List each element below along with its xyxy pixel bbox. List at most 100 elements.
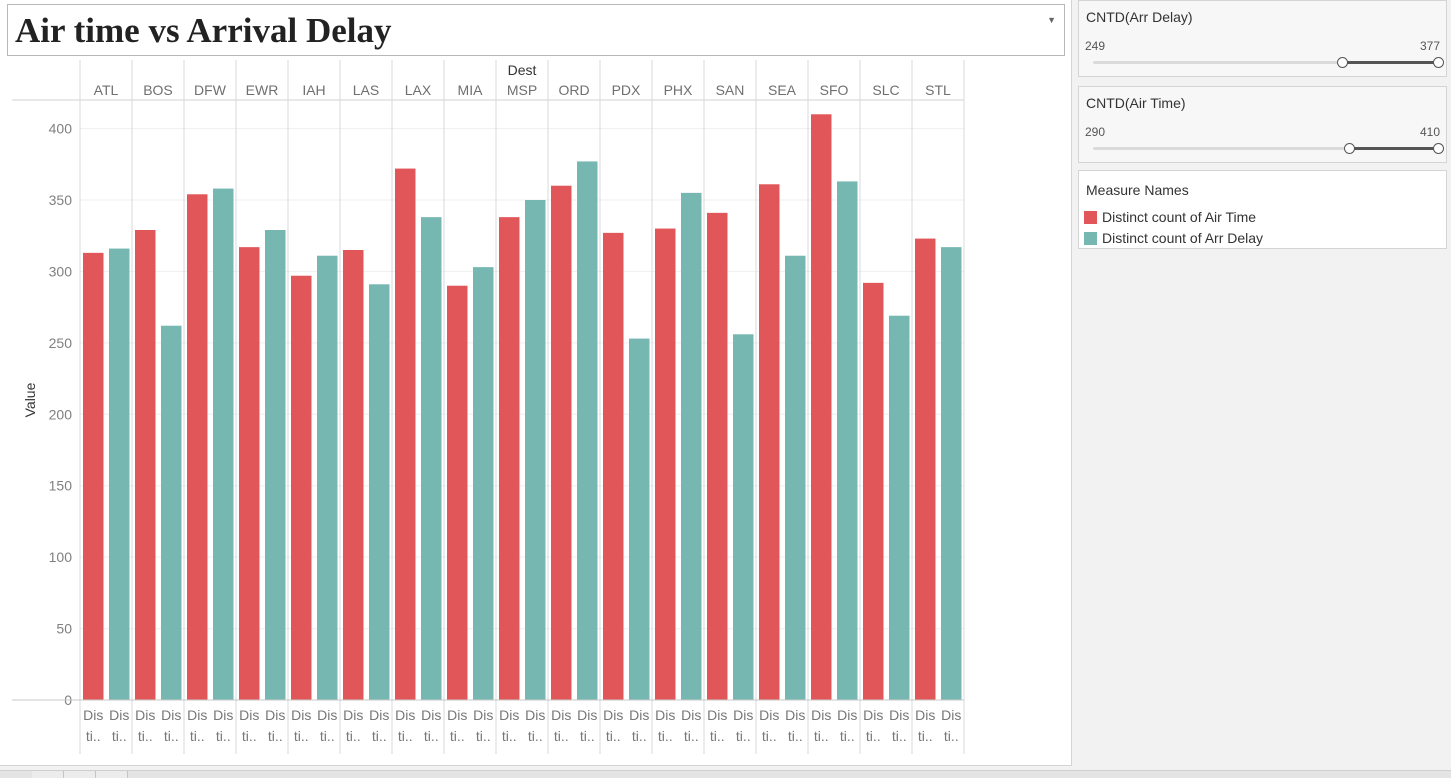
- column-header-label: ATL: [94, 82, 119, 98]
- x-tick-label: Dis: [837, 707, 857, 723]
- bar-air-time-las: [343, 250, 364, 700]
- x-tick-label: Dis: [317, 707, 337, 723]
- bar-air-time-phx: [655, 228, 676, 701]
- range-slider-min-handle[interactable]: [1344, 143, 1356, 154]
- bar-air-time-msp: [499, 217, 520, 700]
- sheet-tab[interactable]: [32, 771, 64, 778]
- x-tick-label: ti..: [190, 728, 205, 744]
- x-tick-label: Dis: [343, 707, 363, 723]
- x-tick-label: ti..: [580, 728, 595, 744]
- bar-air-time-pdx: [603, 232, 624, 700]
- x-tick-label: Dis: [473, 707, 493, 723]
- x-tick-label: ti..: [450, 728, 465, 744]
- x-tick-label: Dis: [83, 707, 103, 723]
- bar-air-time-dfw: [187, 194, 208, 701]
- x-tick-label: Dis: [213, 707, 233, 723]
- x-tick-label: Dis: [369, 707, 389, 723]
- chart-panel: Air time vs Arrival Delay ▼ Dest 0 50 100 15…: [0, 0, 1072, 766]
- sheet-tab[interactable]: [64, 771, 96, 778]
- range-max-value: 410: [1419, 125, 1440, 139]
- column-header-label: EWR: [246, 82, 279, 98]
- x-tick-label: ti..: [372, 728, 387, 744]
- bar-air-time-sfo: [811, 114, 832, 701]
- x-tick-label: Dis: [135, 707, 155, 723]
- x-tick-label: ti..: [892, 728, 907, 744]
- sheet-tab-bar: [0, 770, 1451, 778]
- y-tick-label: 300: [49, 263, 73, 279]
- filter-air-time: CNTD(Air Time) 290 410: [1078, 86, 1447, 163]
- bar-arr-delay-slc: [889, 315, 910, 700]
- y-axis-title: Value: [22, 382, 38, 417]
- y-tick-label: 250: [49, 335, 73, 351]
- bar-arr-delay-mia: [473, 267, 494, 700]
- x-tick-label: ti..: [788, 728, 803, 744]
- y-tick-label: 200: [49, 406, 73, 422]
- x-tick-label: Dis: [551, 707, 571, 723]
- x-tick-label: Dis: [915, 707, 935, 723]
- x-tick-label: Dis: [109, 707, 129, 723]
- y-tick-label: 350: [49, 192, 73, 208]
- x-tick-label: Dis: [577, 707, 597, 723]
- range-min-value: 290: [1085, 125, 1106, 139]
- y-tick-label: 150: [49, 478, 73, 494]
- bar-arr-delay-bos: [161, 325, 182, 700]
- x-tick-label: Dis: [499, 707, 519, 723]
- x-tick-label: ti..: [866, 728, 881, 744]
- bar-arr-delay-sea: [785, 255, 806, 700]
- x-tick-label: Dis: [941, 707, 961, 723]
- column-header-label: STL: [925, 82, 951, 98]
- bar-air-time-ewr: [239, 247, 260, 700]
- bar-air-time-lax: [395, 168, 416, 701]
- x-tick-label: ti..: [606, 728, 621, 744]
- column-header-label: DFW: [194, 82, 227, 98]
- chevron-down-icon[interactable]: ▼: [1047, 15, 1056, 25]
- color-legend: Measure Names Distinct count of Air Time…: [1078, 170, 1447, 249]
- x-tick-label: ti..: [138, 728, 153, 744]
- filter-title: CNTD(Air Time): [1086, 95, 1186, 111]
- x-tick-label: Dis: [629, 707, 649, 723]
- legend-title: Measure Names: [1086, 182, 1189, 198]
- x-tick-label: ti..: [658, 728, 673, 744]
- legend-label: Distinct count of Air Time: [1102, 209, 1257, 225]
- bar-arr-delay-lax: [421, 217, 442, 700]
- x-tick-label: ti..: [918, 728, 933, 744]
- bar-air-time-atl: [83, 252, 104, 700]
- x-tick-label: Dis: [291, 707, 311, 723]
- bar-arr-delay-dfw: [213, 188, 234, 701]
- x-tick-label: Dis: [863, 707, 883, 723]
- x-tick-label: ti..: [710, 728, 725, 744]
- x-tick-label: ti..: [86, 728, 101, 744]
- column-header-label: MSP: [507, 82, 537, 98]
- x-tick-label: Dis: [447, 707, 467, 723]
- x-tick-label: ti..: [684, 728, 699, 744]
- column-header-title: Dest: [508, 62, 537, 78]
- range-slider-track[interactable]: [1093, 61, 1439, 64]
- range-slider-track[interactable]: [1093, 147, 1439, 150]
- bar-air-time-stl: [915, 238, 936, 701]
- x-tick-label: Dis: [889, 707, 909, 723]
- x-tick-label: ti..: [814, 728, 829, 744]
- x-tick-label: Dis: [265, 707, 285, 723]
- range-min-value: 249: [1085, 39, 1106, 53]
- x-tick-label: ti..: [840, 728, 855, 744]
- range-slider-min-handle[interactable]: [1337, 57, 1349, 68]
- title-box: Air time vs Arrival Delay ▼: [7, 4, 1065, 56]
- x-tick-label: Dis: [759, 707, 779, 723]
- bar-air-time-bos: [135, 230, 156, 700]
- page-title: Air time vs Arrival Delay: [15, 11, 392, 50]
- column-header-label: BOS: [143, 82, 173, 98]
- x-tick-label: ti..: [476, 728, 491, 744]
- x-tick-label: Dis: [733, 707, 753, 723]
- bar-arr-delay-san: [733, 334, 754, 700]
- range-slider-max-handle[interactable]: [1433, 57, 1444, 68]
- range-slider-max-handle[interactable]: [1433, 143, 1444, 154]
- bar-arr-delay-atl: [109, 248, 130, 701]
- x-tick-label: ti..: [112, 728, 127, 744]
- range-slider-fill: [1342, 61, 1439, 64]
- x-tick-label: ti..: [528, 728, 543, 744]
- x-tick-label: ti..: [762, 728, 777, 744]
- x-tick-label: ti..: [216, 728, 231, 744]
- sheet-tab[interactable]: [96, 771, 128, 778]
